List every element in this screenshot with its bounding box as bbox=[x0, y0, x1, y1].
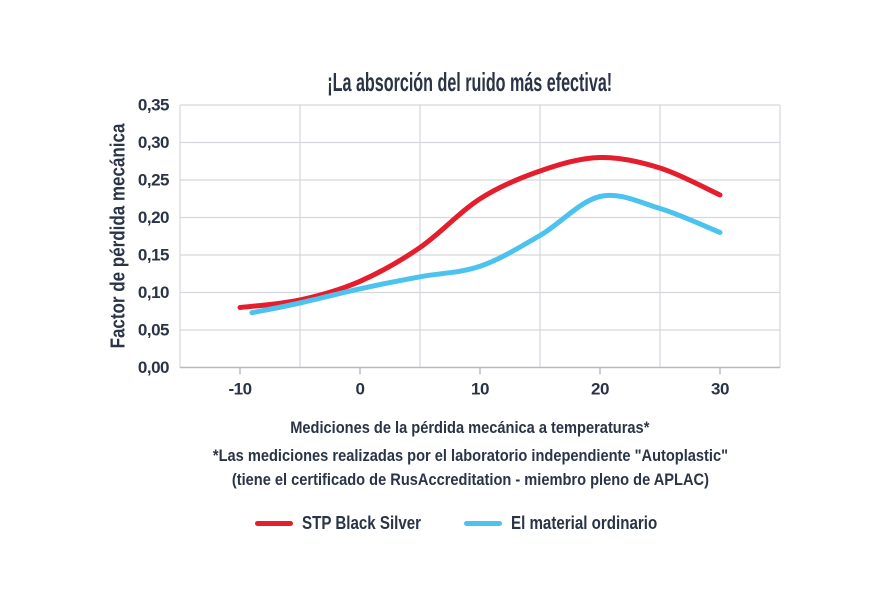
footnote-2: (tiene el certificado de RusAccreditatio… bbox=[70, 469, 870, 491]
chart-title: ¡La absorción del ruido más efectiva! bbox=[70, 66, 870, 98]
x-axis-title: Mediciones de la pérdida mecánica a temp… bbox=[70, 417, 870, 439]
x-tick-label: -10 bbox=[228, 380, 251, 399]
x-axis-title-text: Mediciones de la pérdida mecánica a temp… bbox=[290, 418, 650, 437]
series-line-0 bbox=[237, 154, 723, 310]
x-tick-label: 10 bbox=[471, 380, 489, 399]
y-tick-label: 0,35 bbox=[138, 96, 169, 115]
series-line-1 bbox=[249, 192, 723, 316]
footnote-1-text: *Las mediciones realizadas por el labora… bbox=[212, 446, 728, 465]
y-tick-label: 0,15 bbox=[138, 246, 169, 265]
legend-item-stp-black-silver: STP Black Silver bbox=[255, 513, 444, 534]
y-tick-label: 0,30 bbox=[138, 133, 169, 152]
footnote-2-text: (tiene el certificado de RusAccreditatio… bbox=[231, 470, 709, 489]
footnote-1: *Las mediciones realizadas por el labora… bbox=[70, 445, 870, 467]
x-tick-label: 20 bbox=[591, 380, 609, 399]
legend: STP Black Silver El material ordinario bbox=[70, 510, 870, 536]
legend-item-el-material-ordinario: El material ordinario bbox=[463, 512, 685, 534]
x-tick-label: 30 bbox=[711, 380, 729, 399]
legend-label-stp-black-silver: STP Black Silver bbox=[302, 512, 422, 533]
y-tick-label: 0,10 bbox=[138, 283, 169, 302]
y-tick-label: 0,05 bbox=[138, 321, 169, 340]
legend-label-el-material-ordinario: El material ordinario bbox=[510, 512, 658, 533]
y-tick-label: 0,25 bbox=[138, 171, 169, 190]
legend-swatch-blue-line bbox=[463, 520, 502, 526]
line-chart-plot-area: 0,00 0,05 0,10 0,15 0,20 0,25 0,30 0,35 -10 0 10 20… bbox=[138, 96, 781, 399]
legend-swatch-red-line bbox=[255, 520, 294, 526]
y-tick-label: 0,20 bbox=[138, 208, 169, 227]
y-tick-label: 0,00 bbox=[138, 358, 169, 377]
x-tick-label: 0 bbox=[356, 380, 365, 399]
chart-title-text: ¡La absorción del ruido más efectiva! bbox=[327, 67, 613, 97]
